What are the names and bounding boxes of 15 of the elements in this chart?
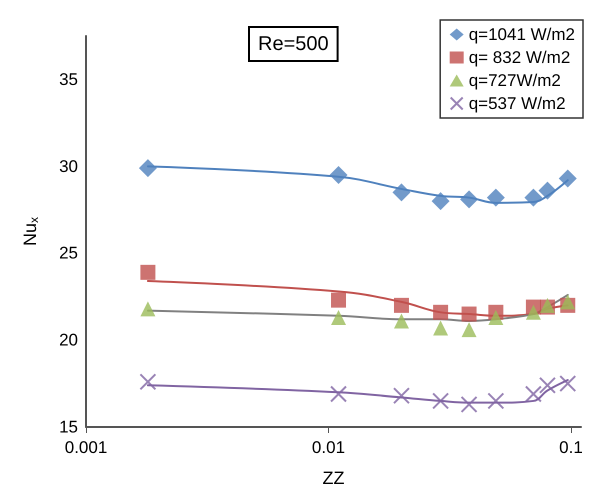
x-tick-label: 0.1 [559,438,583,457]
legend-label: q=727W/m2 [468,71,561,90]
x-tick-label: 0.01 [312,438,346,457]
y-tick-label: 25 [59,244,78,263]
x-axis-title: ZZ [322,468,344,488]
x-tick-label: 0.001 [64,438,108,457]
y-tick-label: 35 [59,70,78,89]
legend-label: q=537 W/m2 [468,94,566,113]
legend-label: q= 832 W/m2 [468,48,570,67]
legend-label: q=1041 W/m2 [468,25,576,44]
y-tick-label: 20 [59,330,78,350]
y-tick-label: 30 [59,156,78,176]
y-axis-title: Nux [20,216,41,246]
annotation: Re=500 [258,33,329,55]
y-tick-label: 15 [59,418,78,436]
